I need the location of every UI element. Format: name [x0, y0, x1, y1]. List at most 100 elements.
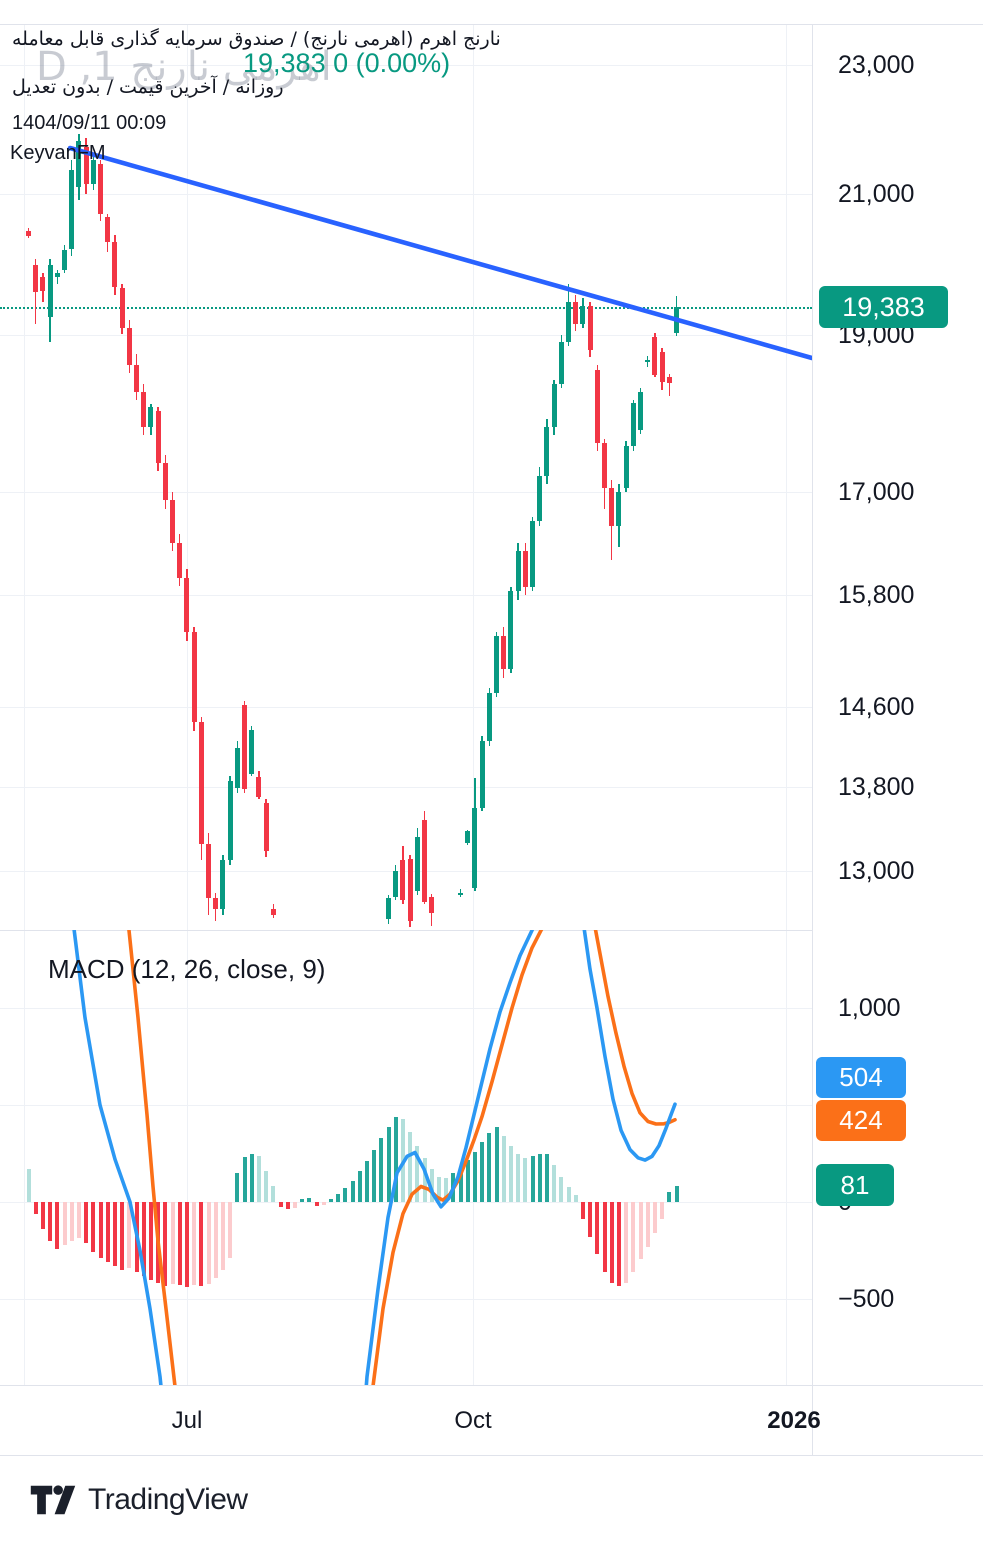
candle: [26, 231, 31, 236]
candle: [422, 819, 427, 902]
candle: [213, 898, 219, 910]
macd-lines-layer: [72, 930, 677, 1385]
candle: [98, 163, 103, 214]
candle: [580, 305, 586, 324]
macd-histogram-bar: [206, 1202, 211, 1285]
macd-histogram-bar: [379, 1137, 384, 1202]
macd-histogram-bar: [616, 1202, 621, 1287]
macd-histogram-bar: [480, 1141, 485, 1202]
descending-trendline[interactable]: [67, 145, 812, 361]
macd-histogram-bar: [422, 1158, 427, 1202]
macd-histogram-bar: [55, 1202, 60, 1249]
candle: [148, 407, 154, 428]
macd-line: [72, 930, 677, 1385]
candle: [393, 870, 399, 898]
macd-histogram-bar: [566, 1187, 571, 1202]
candle: [198, 721, 204, 844]
candle: [479, 741, 485, 809]
candle: [206, 843, 211, 899]
macd-histogram-bar: [314, 1202, 319, 1206]
macd-gridline: [0, 1008, 812, 1009]
macd-histogram-bar: [444, 1177, 449, 1202]
month-gridline: [473, 24, 474, 1385]
month-gridline: [786, 24, 787, 1385]
candle: [630, 402, 636, 447]
macd-histogram-bar: [307, 1198, 312, 1202]
chart-datetime: 1404/09/11 00:09: [12, 112, 167, 134]
candle: [623, 446, 629, 488]
macd-axis-label: 1,000: [838, 994, 901, 1022]
author-name: KeyvanFM: [10, 142, 106, 164]
candle: [47, 264, 53, 318]
candle: [76, 140, 82, 187]
candle: [544, 427, 550, 476]
symbol-title: نارنج اهرم (اهرمی نارنج) / صندوق سرمایه …: [12, 28, 501, 50]
macd-histogram-bar: [69, 1202, 74, 1241]
macd-gridline: [0, 1202, 812, 1203]
macd-histogram-bar: [264, 1170, 269, 1202]
candle: [33, 265, 39, 292]
time-axis-bottom-border: [0, 1455, 983, 1456]
tradingview-attribution[interactable]: TradingView: [30, 1483, 248, 1517]
tradingview-logo-icon: [30, 1483, 76, 1517]
macd-histogram-bar: [300, 1199, 305, 1202]
candle: [558, 342, 564, 385]
macd-histogram-bar: [652, 1202, 657, 1234]
price-axis-label: 13,800: [838, 773, 915, 801]
pane-top-border: [0, 24, 983, 25]
last-price-text: 19,383 0 (0.00%): [243, 48, 451, 78]
candle: [83, 147, 89, 184]
month-gridline: [24, 24, 25, 1385]
macd-histogram-bar: [228, 1202, 233, 1259]
price-axis-label: 14,600: [838, 693, 915, 721]
time-axis-label[interactable]: Jul: [171, 1407, 203, 1434]
macd-histogram-bar: [494, 1127, 499, 1202]
time-axis-label[interactable]: Oct: [454, 1407, 492, 1434]
macd-histogram-bar: [415, 1145, 420, 1202]
candle: [242, 705, 247, 789]
macd-histogram-bar: [602, 1202, 607, 1272]
macd-histogram-bar: [530, 1156, 535, 1202]
macd-histogram-bar: [26, 1169, 31, 1202]
macd-gridline: [0, 1299, 812, 1300]
macd-histogram-bar: [256, 1156, 261, 1202]
macd-histogram-bar: [573, 1195, 578, 1202]
candle: [220, 860, 226, 910]
macd-axis-label: −500: [838, 1285, 895, 1313]
macd-histogram-bar: [595, 1202, 600, 1255]
candle: [465, 831, 471, 843]
macd-histogram-bar: [48, 1202, 53, 1241]
macd-histogram-bar: [609, 1202, 614, 1284]
macd-histogram-bar: [580, 1202, 585, 1220]
candle: [119, 287, 125, 328]
candle: [400, 860, 406, 901]
macd-histogram-bar: [141, 1202, 146, 1276]
price-gridline: [0, 65, 812, 66]
time-axis-label[interactable]: 2026: [767, 1407, 821, 1434]
candle: [638, 391, 643, 431]
candle: [249, 730, 255, 775]
month-gridline: [187, 24, 188, 1385]
macd-histogram-bar: [523, 1158, 528, 1202]
macd-histogram-bar: [112, 1202, 117, 1267]
candle: [652, 337, 658, 375]
candle: [90, 160, 96, 184]
chart-subtitle: روزانه / آخرین قیمت / بدون تعدیل: [12, 76, 284, 98]
candle: [515, 551, 521, 591]
macd-histogram-bar: [235, 1172, 240, 1202]
candle: [472, 808, 478, 889]
candle: [162, 463, 168, 501]
candle: [54, 273, 60, 277]
macd-histogram-bar: [350, 1180, 355, 1202]
macd-histogram-bar: [386, 1127, 391, 1202]
macd-histogram-bar: [674, 1186, 679, 1202]
macd-indicator-label[interactable]: MACD (12, 26, close, 9): [48, 954, 326, 984]
candle-wick: [668, 374, 671, 396]
macd-histogram-bar: [292, 1202, 297, 1208]
macd-histogram-bar: [278, 1202, 283, 1207]
candle: [566, 301, 571, 343]
macd-histogram-bar: [660, 1202, 665, 1220]
macd-histogram-bar: [544, 1153, 549, 1202]
macd-histogram-bar: [321, 1202, 326, 1205]
